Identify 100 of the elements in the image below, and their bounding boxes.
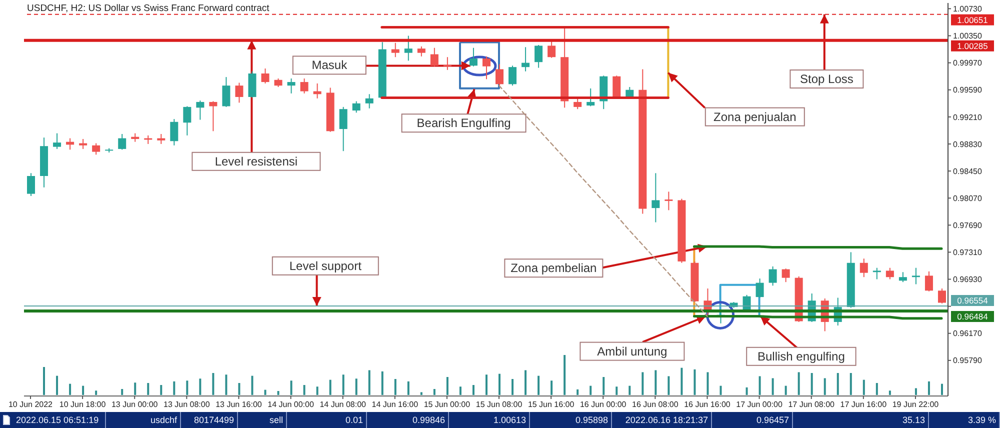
x-tick-label: 16 Jun 08:00: [632, 400, 679, 409]
annotation: Level support: [289, 258, 362, 273]
bar: [512, 379, 514, 395]
bar: [876, 383, 878, 395]
bar: [420, 392, 422, 395]
ref-line-label: 0.96484: [957, 311, 988, 322]
x-tick-label: 15 Jun 08:00: [476, 400, 523, 409]
candlestick: [235, 82, 244, 104]
bar: [329, 380, 332, 395]
candlestick: [209, 100, 218, 132]
candlestick: [496, 64, 504, 86]
bar: [485, 374, 488, 395]
bar: [850, 373, 852, 395]
bar: [342, 374, 344, 395]
x-tick-label: 13 Jun 16:00: [216, 400, 262, 409]
candlestick: [248, 70, 256, 98]
y-tick-label: 0.98830: [953, 140, 982, 149]
text: sell: [269, 414, 283, 427]
text: 2022.06.15 06:51:19: [16, 414, 99, 427]
candlestick: [79, 138, 88, 150]
bar: [147, 383, 150, 395]
candlestick: [534, 44, 543, 68]
bar: [251, 376, 254, 395]
candlestick: [118, 134, 126, 150]
bar: [862, 380, 865, 395]
text: 0.96457: [756, 414, 789, 427]
x-tick-label: 10 Jun 2022: [8, 400, 54, 409]
bar: [225, 374, 228, 395]
bar: [746, 387, 748, 395]
ref-line-label: 0.96554: [957, 296, 988, 306]
candlestick: [872, 267, 881, 280]
bar: [694, 369, 696, 395]
y-tick-label: 0.98450: [953, 166, 982, 176]
text: 1.00613: [493, 414, 526, 427]
bar: [928, 381, 930, 395]
annotation: Stop Loss: [800, 72, 854, 86]
y-tick-label: 0.96930: [953, 275, 982, 284]
candlestick: [886, 267, 894, 280]
y-tick-label: 0.99210: [953, 112, 982, 122]
bar: [56, 376, 58, 395]
x-tick-label: 15 Jun 00:00: [424, 400, 471, 409]
bar: [784, 386, 787, 395]
bar: [602, 377, 605, 395]
candlestick: [300, 78, 308, 94]
candlestick: [912, 267, 920, 285]
bar: [824, 378, 826, 395]
bar: [940, 384, 943, 395]
candlestick: [430, 47, 438, 67]
candlestick: [898, 272, 907, 283]
x-tick-label: 13 Jun 08:00: [164, 400, 210, 409]
bar: [888, 390, 891, 395]
bar: [810, 373, 813, 395]
bar: [316, 386, 318, 395]
candlestick: [482, 56, 490, 80]
bar: [459, 386, 462, 395]
candlestick: [261, 68, 270, 84]
candlestick: [664, 191, 673, 211]
x-tick-label: 15 Jun 16:00: [528, 400, 575, 409]
bar: [407, 381, 410, 395]
candlestick: [548, 40, 556, 58]
annotation: Zona penjualan: [714, 110, 796, 124]
bar: [355, 378, 358, 395]
candlestick: [782, 268, 790, 283]
annotation: Level resistensi: [214, 154, 298, 168]
x-tick-label: 17 Jun 08:00: [788, 400, 836, 409]
candlestick: [365, 94, 374, 109]
candlestick: [938, 288, 946, 304]
x-tick-label: 13 Jun 00:00: [111, 400, 158, 409]
candlestick: [404, 35, 412, 62]
bar: [199, 378, 202, 395]
candlestick: [196, 100, 204, 120]
y-tick-label: 0.97690: [953, 220, 982, 230]
candlestick: [574, 97, 582, 110]
annotation: Bullish engulfing: [757, 349, 845, 364]
x-tick-label: 14 Jun 16:00: [372, 400, 419, 409]
annotation: Bearish Engulfing: [416, 116, 511, 130]
bar: [576, 389, 579, 395]
y-tick-label: 0.99590: [953, 86, 982, 95]
bar: [524, 370, 527, 395]
x-tick-label: 19 Jun 22:00: [892, 400, 940, 409]
bar: [212, 373, 214, 395]
candlestick: [157, 134, 166, 144]
candlestick: [287, 78, 296, 94]
bar: [668, 376, 670, 395]
bar: [472, 385, 474, 395]
text: 2022.06.16 18:21:37: [625, 414, 708, 427]
candlestick: [443, 56, 452, 70]
bar: [277, 391, 280, 395]
bar: [368, 370, 370, 395]
candlestick: [222, 76, 230, 108]
bar: [381, 371, 384, 395]
bar: [914, 388, 917, 395]
candlestick: [586, 88, 595, 107]
y-tick-label: 0.99970: [953, 58, 982, 68]
candlestick: [53, 132, 62, 150]
y-tick-label: 1.00730: [953, 4, 982, 14]
candlestick: [92, 142, 100, 156]
bar: [264, 390, 266, 395]
bar: [706, 372, 709, 395]
bar: [550, 380, 553, 395]
